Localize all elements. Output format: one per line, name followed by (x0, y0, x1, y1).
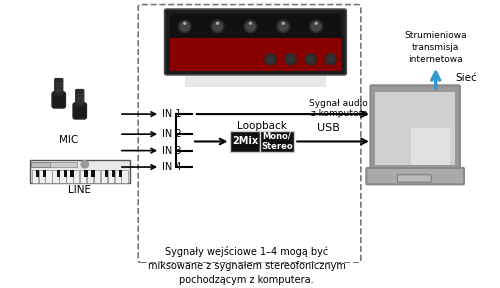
FancyBboxPatch shape (376, 92, 455, 165)
Text: IN 4: IN 4 (162, 162, 182, 172)
FancyBboxPatch shape (91, 170, 94, 177)
Circle shape (418, 38, 454, 75)
FancyBboxPatch shape (114, 170, 121, 183)
Circle shape (412, 33, 441, 62)
FancyBboxPatch shape (70, 170, 74, 177)
FancyBboxPatch shape (64, 170, 67, 177)
Circle shape (327, 56, 334, 63)
Circle shape (244, 20, 257, 33)
FancyBboxPatch shape (414, 56, 462, 66)
Circle shape (442, 37, 466, 61)
Circle shape (180, 22, 190, 31)
Circle shape (406, 46, 431, 71)
Circle shape (426, 27, 458, 60)
Text: IN 3: IN 3 (162, 146, 182, 156)
Circle shape (426, 27, 458, 60)
FancyBboxPatch shape (366, 168, 464, 184)
FancyBboxPatch shape (60, 170, 66, 183)
FancyBboxPatch shape (411, 128, 450, 165)
Circle shape (305, 54, 316, 65)
FancyBboxPatch shape (164, 9, 346, 75)
Text: LINE: LINE (68, 185, 92, 195)
Circle shape (216, 22, 218, 24)
Circle shape (412, 33, 441, 62)
FancyBboxPatch shape (80, 170, 86, 183)
FancyBboxPatch shape (108, 170, 114, 183)
Circle shape (442, 37, 466, 61)
Text: Mono/
Stereo: Mono/ Stereo (261, 132, 292, 151)
FancyBboxPatch shape (260, 131, 294, 151)
Text: IN 2: IN 2 (162, 129, 182, 139)
FancyBboxPatch shape (54, 79, 63, 95)
Circle shape (213, 22, 222, 31)
FancyBboxPatch shape (230, 131, 260, 151)
Circle shape (315, 22, 317, 24)
Circle shape (406, 41, 429, 65)
Circle shape (267, 56, 274, 63)
Circle shape (246, 22, 255, 31)
Circle shape (184, 22, 186, 24)
FancyBboxPatch shape (73, 103, 86, 119)
Text: Sygnały wejściowe 1–4 mogą być
miksowane z sygnałem stereofonicznym
pochodzącym : Sygnały wejściowe 1–4 mogą być miksowane… (148, 247, 346, 285)
Circle shape (326, 54, 336, 65)
Text: Loopback: Loopback (238, 121, 287, 131)
FancyBboxPatch shape (52, 92, 66, 108)
FancyBboxPatch shape (170, 37, 341, 71)
Circle shape (278, 22, 288, 31)
Circle shape (178, 20, 191, 33)
Circle shape (310, 20, 322, 33)
Circle shape (287, 56, 294, 63)
Text: Sieć: Sieć (456, 73, 477, 84)
Text: USB: USB (317, 123, 340, 133)
FancyBboxPatch shape (101, 170, 107, 183)
Text: MIC: MIC (59, 135, 78, 145)
FancyBboxPatch shape (38, 170, 45, 183)
FancyBboxPatch shape (398, 175, 431, 182)
FancyBboxPatch shape (84, 170, 87, 177)
FancyBboxPatch shape (36, 170, 40, 177)
Circle shape (81, 161, 88, 168)
FancyBboxPatch shape (119, 170, 122, 177)
FancyBboxPatch shape (73, 170, 80, 183)
Text: Sygnał audio
z komputera: Sygnał audio z komputera (308, 98, 368, 118)
FancyBboxPatch shape (32, 162, 76, 167)
Text: 2Mix: 2Mix (232, 137, 258, 147)
FancyBboxPatch shape (43, 170, 46, 177)
Circle shape (418, 38, 454, 75)
FancyBboxPatch shape (52, 170, 59, 183)
Circle shape (441, 44, 466, 69)
FancyBboxPatch shape (66, 170, 72, 183)
FancyBboxPatch shape (76, 90, 84, 106)
FancyBboxPatch shape (105, 170, 108, 177)
FancyBboxPatch shape (122, 170, 128, 183)
FancyBboxPatch shape (30, 160, 130, 183)
Text: IN 1: IN 1 (162, 109, 182, 119)
Circle shape (282, 22, 284, 24)
FancyBboxPatch shape (32, 162, 50, 167)
Text: Strumieniowa
transmisja
internetowa: Strumieniowa transmisja internetowa (404, 31, 467, 64)
FancyBboxPatch shape (94, 170, 100, 183)
FancyBboxPatch shape (184, 76, 326, 87)
Circle shape (307, 56, 314, 63)
FancyBboxPatch shape (56, 170, 60, 177)
FancyBboxPatch shape (370, 85, 460, 170)
Circle shape (277, 20, 289, 33)
Circle shape (265, 54, 276, 65)
Circle shape (406, 41, 429, 65)
Circle shape (211, 20, 224, 33)
FancyBboxPatch shape (87, 170, 94, 183)
FancyBboxPatch shape (32, 170, 38, 183)
FancyBboxPatch shape (112, 170, 116, 177)
FancyBboxPatch shape (170, 14, 341, 38)
Circle shape (250, 22, 252, 24)
Circle shape (285, 54, 296, 65)
FancyBboxPatch shape (46, 170, 52, 183)
Circle shape (441, 44, 466, 69)
Circle shape (406, 46, 431, 71)
Circle shape (312, 22, 320, 31)
